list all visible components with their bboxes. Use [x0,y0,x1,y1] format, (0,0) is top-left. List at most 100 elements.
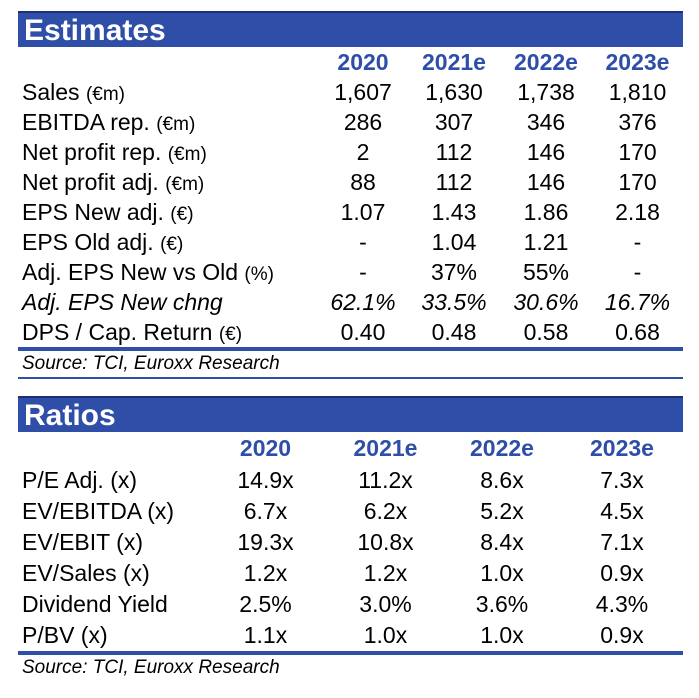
cell: 8.4x [480,529,524,555]
row-label: Net profit adj. [22,168,159,195]
cell: 1.0x [480,622,524,648]
ratios-header-row: 2020 2021e 2022e 2023e [18,432,683,465]
cell: 5.2x [480,498,524,524]
cell: 0.48 [431,318,477,345]
cell: 3.6% [475,591,529,617]
table-row: Dividend Yield 2.5% 3.0% 3.6% 4.3% [18,589,683,620]
cell: 1.43 [431,198,477,225]
cell: 62.1% [330,288,396,315]
ratios-panel: Ratios 2020 2021e 2022e 2023e P/E Adj. (… [18,396,683,681]
cell: 7.3x [600,467,644,493]
cell: 33.5% [421,288,487,315]
cell: 2.5% [239,591,292,617]
table-row: P/BV (x) 1.1x 1.0x 1.0x 0.9x [18,620,683,651]
row-label: P/E Adj. (x) [22,467,138,493]
estimates-title: Estimates [18,11,683,47]
year-header: 2022e [514,48,578,75]
row-unit: (€m) [156,113,196,135]
cell: 14.9x [237,467,294,493]
row-unit: (€) [170,203,194,225]
cell: - [359,258,367,285]
estimates-header-row: 2020 2021e 2022e 2023e [18,47,683,77]
cell: 0.40 [340,318,386,345]
cell: 1,607 [334,78,392,105]
row-unit: (€m) [167,143,207,165]
cell: 1,738 [517,78,575,105]
table-row: P/E Adj. (x) 14.9x 11.2x 8.6x 7.3x [18,465,683,496]
cell: 346 [526,108,566,135]
row-label: EPS Old adj. [22,228,154,255]
table-row: EPS Old adj. (€) - 1.04 1.21 - [18,227,683,257]
cell: - [633,228,642,255]
year-header: 2022e [470,435,534,461]
table-row: EPS New adj. (€) 1.07 1.43 1.86 2.18 [18,197,683,227]
cell: 10.8x [357,529,414,555]
row-label: EV/EBIT (x) [22,529,143,555]
table-row: Sales (€m) 1,607 1,630 1,738 1,810 [18,77,683,107]
table-row: EV/Sales (x) 1.2x 1.2x 1.0x 0.9x [18,558,683,589]
cell: 146 [526,138,566,165]
cell: 146 [526,168,566,195]
year-header: 2021e [353,435,418,461]
cell: 1.21 [523,228,569,255]
row-label: EBITDA rep. [22,108,150,135]
year-header: 2021e [422,48,486,75]
cell: 19.3x [237,529,294,555]
cell: 1,630 [425,78,483,105]
cell: 88 [350,168,376,195]
ratios-title: Ratios [18,396,683,432]
cell: 2 [356,138,370,165]
table-row: EV/EBITDA (x) 6.7x 6.2x 5.2x 4.5x [18,496,683,527]
cell: 6.7x [243,498,288,524]
cell: - [359,228,367,255]
cell: 37% [430,258,478,285]
cell: 376 [618,108,657,135]
divider [18,347,683,351]
divider [18,651,683,655]
table-row: DPS / Cap. Return (€) 0.40 0.48 0.58 0.6… [18,317,683,347]
cell: - [633,258,642,285]
table-row: EBITDA rep. (€m) 286 307 346 376 [18,107,683,137]
cell: 286 [343,108,383,135]
source-note: Source: TCI, Euroxx Research [22,657,280,678]
ratios-table: 2020 2021e 2022e 2023e P/E Adj. (x) 14.9… [18,432,683,651]
cell: 307 [434,108,474,135]
year-header: 2020 [337,48,389,75]
row-label: Net profit rep. [22,138,162,165]
row-label: EPS New adj. [22,198,164,225]
cell: 3.0% [359,591,412,617]
row-label: Sales [22,78,80,105]
cell: 0.9x [600,560,644,586]
estimates-table: 2020 2021e 2022e 2023e Sales (€m) 1,607 … [18,47,683,347]
cell: 55% [522,258,570,285]
table-row: Adj. EPS New vs Old (%) - 37% 55% - [18,257,683,287]
table-row: Adj. EPS New chng 62.1% 33.5% 30.6% 16.7… [18,287,683,317]
cell: 1.0x [363,622,408,648]
cell: 1.2x [363,560,408,586]
cell: 4.5x [600,498,644,524]
cell: 1,810 [608,78,667,105]
year-header: 2020 [239,435,292,461]
row-label: EV/Sales (x) [22,560,150,586]
cell: 7.1x [600,529,644,555]
cell: 1.86 [523,198,569,225]
cell: 170 [618,168,657,195]
table-row: EV/EBIT (x) 19.3x 10.8x 8.4x 7.1x [18,527,683,558]
estimates-panel: Estimates 2020 2021e 2022e 2023e Sales (… [18,11,683,379]
cell: 1.0x [480,560,524,586]
table-row: Net profit adj. (€m) 88 112 146 170 [18,167,683,197]
row-label: Dividend Yield [22,591,168,617]
cell: 0.9x [600,622,644,648]
row-unit: (€) [218,323,243,345]
cell: 8.6x [480,467,524,493]
cell: 1.2x [243,560,288,586]
row-unit: (€) [160,233,184,255]
cell: 11.2x [358,467,413,493]
year-header: 2023e [590,435,654,461]
cell: 1.04 [431,228,477,255]
source-note: Source: TCI, Euroxx Research [18,351,683,379]
cell: 1.07 [340,198,386,225]
cell: 1.1x [243,622,288,648]
cell: 112 [435,168,473,195]
row-label: DPS / Cap. Return [22,318,213,345]
